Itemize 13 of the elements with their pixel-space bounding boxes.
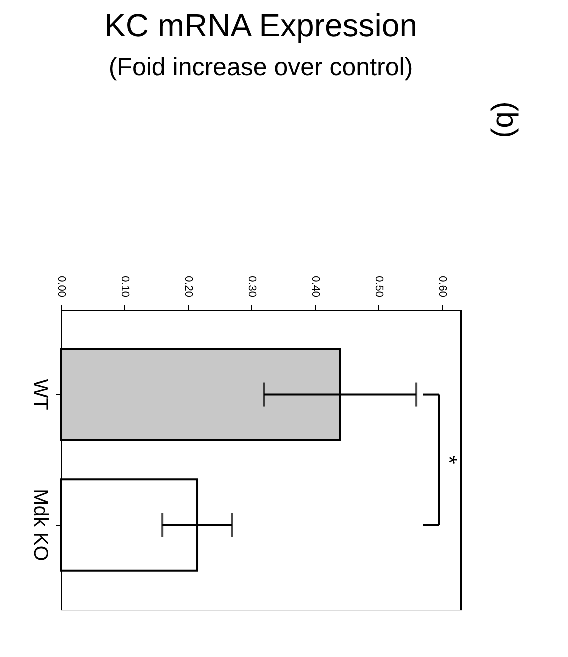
x-tick-label: 0.10 — [118, 276, 131, 298]
y-tick-label: Mdk KO — [30, 489, 52, 562]
x-tick-label: 0.00 — [56, 276, 68, 298]
text: (b) — [490, 102, 523, 138]
x-tick-label: 0.30 — [246, 276, 258, 298]
x-tick-label: 0.50 — [372, 276, 385, 298]
chart-title: KC mRNA Expression — [104, 8, 418, 44]
y-tick-label: WT — [30, 379, 52, 410]
chart-subtitle: (Foid increase over control) — [108, 54, 414, 82]
x-tick-label: 0.60 — [436, 276, 448, 298]
x-tick-label: 0.20 — [182, 276, 194, 298]
annotation: * — [437, 456, 462, 465]
x-tick-label: 0.40 — [309, 276, 322, 298]
